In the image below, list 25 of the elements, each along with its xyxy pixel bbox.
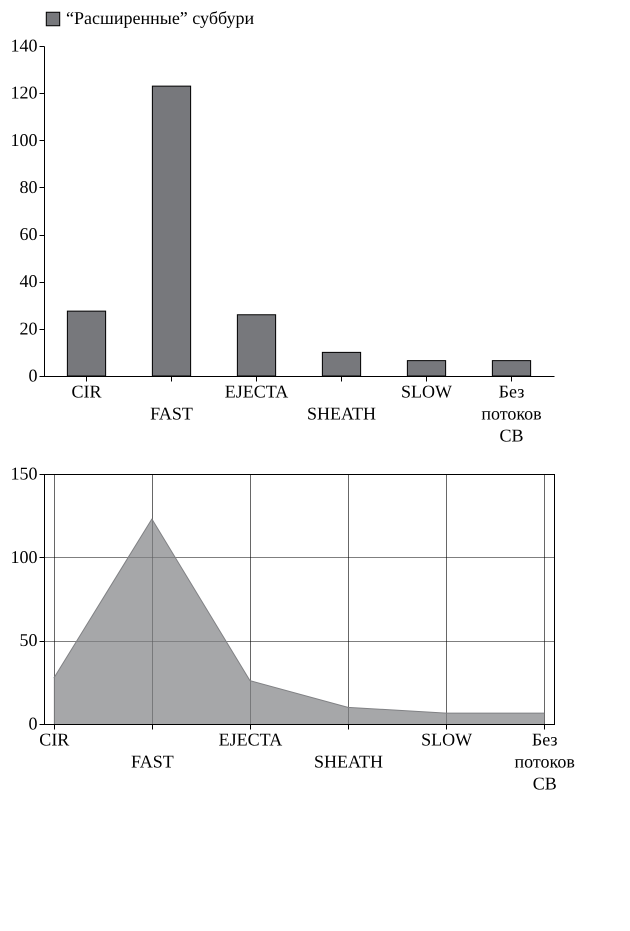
x-tick-label: SLOW <box>401 382 452 402</box>
x-tick-label: Без потоков СВ <box>514 730 575 794</box>
x-tick-label: CIR <box>39 730 70 750</box>
y-tick-label: 150 <box>10 464 38 484</box>
y-tick-label: 120 <box>10 82 38 103</box>
x-tick-label: Без потоков СВ <box>481 382 542 446</box>
y-tick-label: 40 <box>20 271 38 292</box>
x-tick-label: SHEATH <box>306 404 376 424</box>
y-tick-label: 100 <box>10 546 38 567</box>
y-tick-label: 0 <box>28 714 38 734</box>
x-tick-label: EJECTA <box>218 730 282 750</box>
y-tick-label: 20 <box>20 318 38 338</box>
legend-label: “Расширенные” суббури <box>66 8 254 28</box>
x-tick-label: EJECTA <box>224 382 288 402</box>
x-tick-label: SLOW <box>421 730 472 750</box>
y-tick-label: 50 <box>20 630 38 650</box>
y-tick-label: 0 <box>28 366 38 386</box>
y-tick-label: 60 <box>20 224 38 244</box>
y-tick-label: 140 <box>10 36 38 56</box>
y-tick-label: 80 <box>20 176 38 197</box>
x-tick-label: SHEATH <box>314 752 384 772</box>
x-tick-label: FAST <box>131 752 174 772</box>
y-tick-label: 100 <box>10 130 38 150</box>
x-tick-label: CIR <box>71 382 102 402</box>
x-tick-label: FAST <box>150 404 193 424</box>
